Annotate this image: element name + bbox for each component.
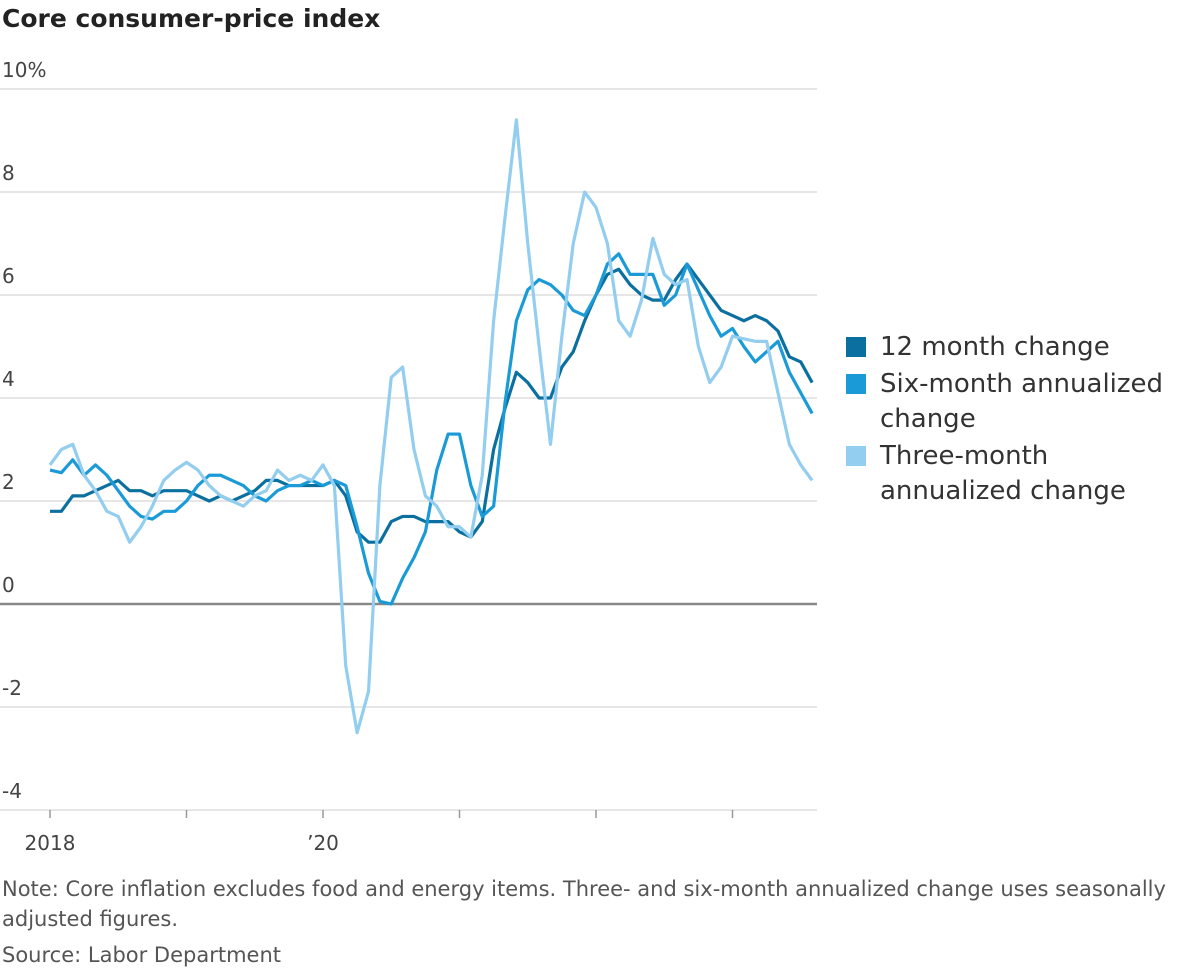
legend: 12 month change Six-month annualized chan… [846,330,1196,511]
chart: -4 -2 0 2 4 6 8 10% 2018 ’20 [0,58,817,855]
note: Note: Core inflation excludes food and e… [2,877,1166,931]
series-line [49,252,814,606]
source: Source: Labor Department [2,943,282,967]
x-tick-label: 2018 [25,831,76,855]
y-tick-label: 2 [2,470,15,494]
legend-swatch [846,337,866,357]
x-tick-label: ’20 [307,831,339,855]
y-tick-label: 0 [2,573,15,597]
legend-item: Three-month annualized change [846,439,1196,509]
legend-label: 12 month change [880,332,1110,362]
y-tick-label: 10% [2,58,46,82]
y-tick-label: 8 [2,161,15,185]
y-tick-label: 4 [2,367,15,391]
legend-item: Six-month annualized change [846,367,1196,437]
legend-swatch [846,374,866,394]
legend-item: 12 month change [846,330,1196,365]
series-line [48,118,814,735]
legend-swatch [846,446,866,466]
y-tick-label: -4 [2,779,22,803]
y-tick-label: -2 [2,676,22,700]
chart-title: Core consumer-price index [2,4,381,33]
legend-label: Three-month annualized change [880,441,1126,506]
y-tick-label: 6 [2,264,15,288]
legend-label: Six-month annualized change [880,369,1164,434]
